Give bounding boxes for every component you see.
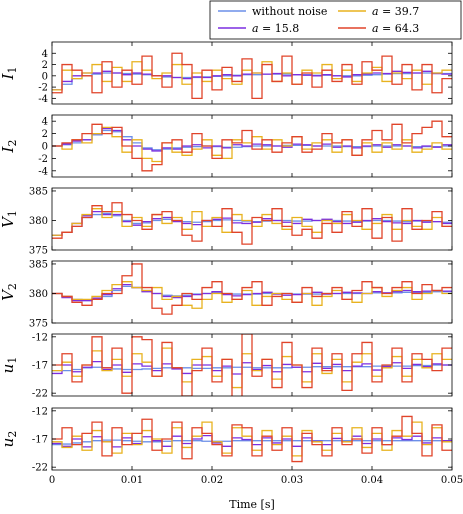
chart-panels: 420-2-4I1420-2-4I2385380375V1385380375V2…	[0, 41, 463, 486]
y-tick-label: -4	[38, 94, 48, 105]
y-tick-label: -22	[32, 389, 48, 400]
legend-label-without-noise: without noise	[252, 5, 327, 18]
y-tick-label: -17	[32, 435, 48, 446]
series-a-64-3-panel-6	[52, 415, 452, 463]
y-tick-label: 385	[29, 259, 48, 270]
panel-1-series	[52, 52, 452, 100]
y-axis-label-panel-6: u2	[0, 431, 19, 448]
y-axis-label-panel-5: u1	[0, 357, 19, 374]
panel-2-series	[52, 120, 452, 172]
y-tick-label: 0	[42, 142, 48, 153]
legend-label-a-39-7: a = 39.7	[372, 5, 419, 18]
legend-box	[209, 0, 462, 40]
panel-6-series	[52, 415, 452, 463]
panel-4-series	[52, 263, 452, 315]
y-tick-label: -4	[38, 166, 48, 177]
y-axis-label-panel-1: I1	[0, 67, 19, 81]
panel-3-frame	[51, 187, 453, 251]
legend-label-a-15-8: a = 15.8	[252, 22, 299, 35]
y-tick-label: 375	[29, 319, 48, 330]
y-tick-label: 385	[29, 186, 48, 197]
panel-6: -12 -17 -220 0.01 0.02 0.03 0.04 0.05 u2	[0, 406, 463, 486]
panel-5-series	[52, 334, 452, 396]
series-a-64-3-panel-2	[52, 120, 452, 172]
panel-3: 385 380 375 V1	[0, 186, 453, 257]
series-a-64-3-panel-4	[52, 263, 452, 315]
y-tick-label: -2	[38, 83, 48, 94]
x-axis-label: Time [s]	[229, 498, 275, 511]
x-tick-label: 0	[49, 475, 55, 486]
legend: without noise a = 39.7 a = 15.8 a = 64.3	[209, 0, 462, 40]
y-tick-label: 4	[42, 49, 48, 60]
series-without-noise-panel-6	[52, 439, 452, 446]
legend-label-a-64-3: a = 64.3	[372, 22, 419, 35]
y-axis-label-panel-3: V1	[0, 210, 19, 228]
panel-1: 420-2-4 I1	[0, 41, 453, 105]
y-tick-label: 2	[42, 60, 48, 71]
series-a-64-3-panel-1	[52, 52, 452, 100]
panel-4: 385 380 375 V2	[0, 259, 453, 330]
y-tick-label: 0	[42, 71, 48, 82]
y-tick-label: 2	[42, 129, 48, 140]
y-tick-label: -2	[38, 154, 48, 165]
series-a-64-3-panel-3	[52, 202, 452, 245]
panel-1-frame	[51, 41, 453, 105]
x-tick-label: 0.01	[121, 475, 143, 486]
series-a-64-3-panel-5	[52, 334, 452, 396]
y-tick-label: -12	[32, 406, 48, 417]
panel-3-series	[52, 202, 452, 245]
x-tick-label: 0.02	[201, 475, 223, 486]
y-tick-label: -12	[32, 332, 48, 343]
panel-2: 42 0-2-4 I2	[0, 114, 453, 178]
x-tick-label: 0.03	[281, 475, 303, 486]
y-tick-label: 375	[29, 246, 48, 257]
y-tick-label: -22	[32, 463, 48, 474]
x-tick-label: 0.04	[361, 475, 383, 486]
x-tick-label: 0.05	[441, 475, 463, 486]
y-tick-label: 380	[29, 289, 48, 300]
y-tick-label: -17	[32, 361, 48, 372]
panel-5: -12 -17 -22 u1	[0, 332, 453, 400]
y-tick-label: 380	[29, 216, 48, 227]
panel-4-frame	[51, 260, 453, 324]
series-without-noise-panel-3	[52, 212, 452, 236]
y-axis-label-panel-2: I2	[0, 140, 19, 154]
y-tick-label: 4	[42, 117, 48, 128]
y-axis-label-panel-4: V2	[0, 283, 19, 301]
